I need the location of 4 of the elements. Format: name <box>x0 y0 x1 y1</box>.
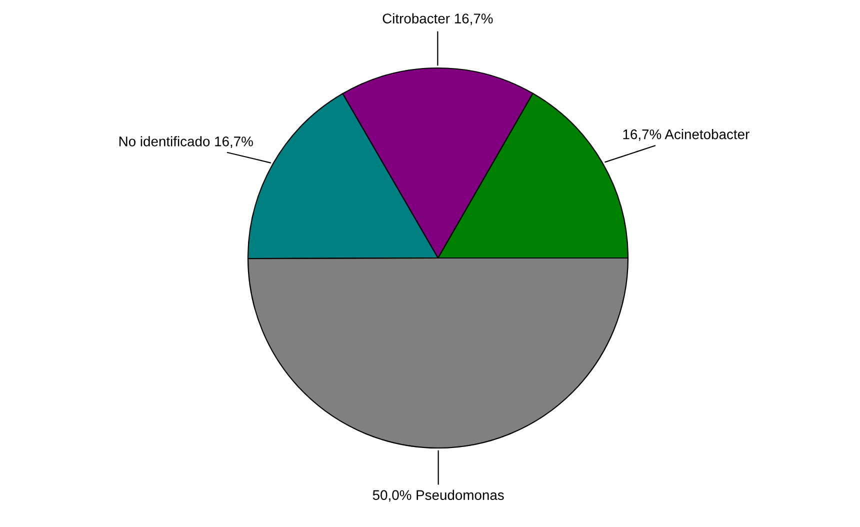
slice-label: Citrobacter 16,7% <box>382 13 493 26</box>
slice-label: 50,0% Pseudomonas <box>372 490 504 502</box>
slice-label: 16,7% Acinetobacter <box>623 129 750 141</box>
slice-label: No identificado 16,7% <box>119 136 253 148</box>
